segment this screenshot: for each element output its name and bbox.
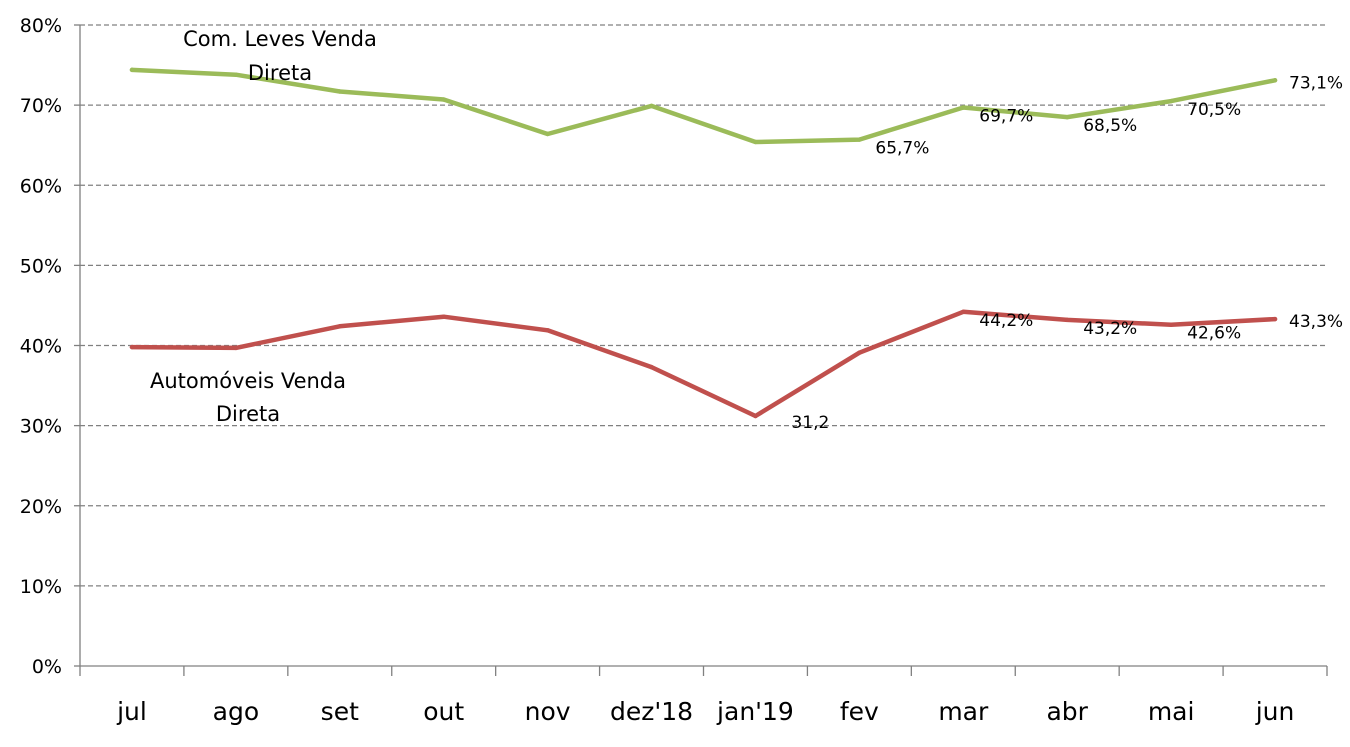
data-label: 44,2% bbox=[979, 311, 1033, 331]
series-name-label: Automóveis Venda bbox=[150, 369, 346, 393]
series-name-labels: Com. Leves Venda Direta Automóveis Venda Di… bbox=[150, 27, 377, 426]
data-label: 31,2 bbox=[791, 413, 829, 433]
data-point bbox=[233, 345, 239, 351]
data-point bbox=[545, 328, 550, 333]
x-tick-label: abr bbox=[1046, 697, 1088, 726]
data-label: 68,5% bbox=[1083, 116, 1137, 136]
data-point bbox=[649, 103, 654, 109]
data-label: 73,1% bbox=[1289, 73, 1343, 93]
y-tick-label: 20% bbox=[20, 496, 62, 518]
data-point bbox=[1065, 114, 1070, 120]
data-point bbox=[857, 137, 862, 142]
data-point bbox=[753, 413, 758, 419]
data-label: 43,2% bbox=[1083, 319, 1137, 339]
data-point bbox=[1272, 78, 1278, 83]
data-labels: 65,7% 69,7% 68,5% 70,5% 73,1% 31,2 44,2% 43,2% 4… bbox=[791, 73, 1343, 433]
axes: 0% 10% 20% 30% 40% 50% 60% 70% 80% jul ago set out no… bbox=[20, 15, 1328, 726]
data-label: 42,6% bbox=[1187, 324, 1241, 344]
data-point bbox=[753, 139, 758, 145]
data-point bbox=[1272, 316, 1278, 322]
x-tick-label: mar bbox=[938, 697, 989, 726]
x-tick-label: nov bbox=[525, 697, 571, 726]
data-point bbox=[441, 314, 446, 319]
data-point bbox=[129, 67, 135, 73]
data-label: 43,3% bbox=[1289, 312, 1343, 332]
x-tick-label: jun bbox=[1255, 697, 1295, 726]
data-point bbox=[1065, 317, 1070, 323]
data-point bbox=[129, 344, 135, 350]
y-tick-label: 70% bbox=[20, 95, 62, 117]
data-point bbox=[337, 89, 342, 94]
x-tick-label: out bbox=[423, 697, 464, 726]
data-point bbox=[857, 350, 862, 355]
gridlines bbox=[80, 24, 1327, 587]
x-tick-label: set bbox=[321, 697, 359, 726]
series-lines bbox=[129, 67, 1278, 419]
x-tick-label: dez'18 bbox=[610, 697, 693, 726]
data-point bbox=[441, 97, 446, 102]
y-tick-label: 80% bbox=[20, 15, 62, 37]
x-tick-label: jan'19 bbox=[716, 697, 794, 726]
data-label: 70,5% bbox=[1187, 100, 1241, 120]
data-point bbox=[233, 72, 239, 77]
x-tick-label: jul bbox=[116, 697, 147, 726]
data-point bbox=[545, 131, 550, 137]
series-line-0 bbox=[129, 67, 1278, 145]
data-label: 65,7% bbox=[875, 139, 929, 159]
series-line-1 bbox=[129, 309, 1278, 419]
data-point bbox=[1168, 322, 1174, 327]
y-tick-label: 30% bbox=[20, 416, 62, 438]
series-name-label: Direta bbox=[216, 402, 280, 426]
y-tick-label: 60% bbox=[20, 175, 62, 197]
data-point bbox=[1168, 98, 1174, 104]
series-name-label: Direta bbox=[248, 61, 312, 85]
y-tick-label: 0% bbox=[32, 656, 62, 678]
x-tick-label: mai bbox=[1148, 697, 1195, 726]
x-tick-label: ago bbox=[213, 697, 259, 726]
data-point bbox=[337, 324, 342, 329]
data-point bbox=[961, 309, 966, 315]
y-tick-label: 50% bbox=[20, 255, 62, 277]
data-label: 69,7% bbox=[979, 107, 1033, 127]
data-point bbox=[649, 364, 654, 370]
x-tick-label: fev bbox=[840, 697, 879, 726]
data-point bbox=[961, 105, 966, 110]
y-tick-label: 10% bbox=[20, 576, 62, 598]
y-tick-label: 40% bbox=[20, 336, 62, 358]
series-name-label: Com. Leves Venda bbox=[183, 27, 377, 51]
